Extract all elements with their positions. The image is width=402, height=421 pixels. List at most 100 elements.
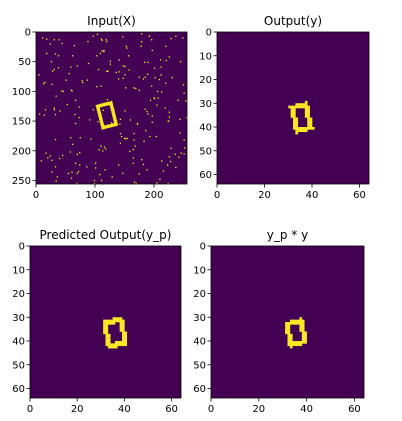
heatmap-cell: [109, 124, 111, 125]
heatmap-cell: [108, 124, 110, 126]
heatmap-cell: [103, 127, 105, 129]
heatmap-cell: [287, 333, 291, 337]
heatmap-cell: [114, 122, 116, 124]
heatmap-cell: [115, 121, 116, 122]
heatmap-cell: [97, 110, 99, 112]
heatmap-cell: [98, 105, 100, 106]
noise-pixel: [92, 109, 94, 111]
heatmap-cell: [114, 113, 116, 115]
noise-pixel: [159, 178, 161, 180]
heatmap-cell: [297, 343, 300, 347]
heatmap-cell: [111, 108, 113, 109]
heatmap-cell: [293, 124, 296, 128]
heatmap-cell: [105, 341, 109, 344]
heatmap-cell: [100, 116, 102, 118]
heatmap-cell: [100, 119, 102, 121]
heatmap-cell: [102, 105, 103, 107]
heatmap-cell: [99, 115, 101, 117]
y-tick-label: 40: [199, 123, 212, 134]
heatmap-cell: [104, 102, 106, 104]
heatmap-cell: [111, 107, 113, 109]
heatmap-cell: [112, 117, 114, 119]
heatmap-cell: [115, 124, 116, 126]
heatmap-cell: [99, 106, 101, 108]
noise-pixel: [164, 107, 166, 109]
heatmap-cell: [115, 116, 116, 118]
heatmap-cell: [98, 113, 100, 115]
heatmap-cell: [103, 127, 105, 129]
noise-pixel: [156, 104, 158, 106]
heatmap-cell: [112, 105, 113, 107]
heatmap-cell: [100, 105, 102, 107]
heatmap-cell: [113, 110, 115, 112]
heatmap-cell: [100, 103, 102, 105]
heatmap-cell: [103, 125, 105, 127]
heatmap-cell: [105, 127, 106, 129]
heatmap-cell: [102, 105, 104, 107]
heatmap-cell: [112, 109, 114, 111]
heatmap-cell: [301, 336, 305, 339]
heatmap-cell: [285, 326, 288, 330]
noise-pixel: [94, 162, 97, 164]
noise-pixel: [51, 159, 53, 161]
heatmap-cell: [108, 104, 110, 106]
heatmap-cell: [98, 109, 100, 111]
heatmap-cell: [301, 338, 305, 342]
noise-pixel: [57, 55, 60, 57]
heatmap-cell: [114, 341, 118, 344]
heatmap-cell: [97, 113, 99, 115]
heatmap-cell: [100, 116, 102, 118]
heatmap-cell: [295, 122, 299, 125]
heatmap-cell: [115, 121, 117, 123]
heatmap-cell: [114, 118, 116, 119]
heatmap-cell: [116, 122, 118, 124]
heatmap-cell: [105, 103, 107, 105]
noise-pixel: [158, 78, 160, 81]
heatmap-cell: [111, 109, 113, 111]
heatmap-cell: [105, 103, 107, 105]
heatmap-cell: [111, 112, 113, 114]
noise-pixel: [169, 160, 172, 163]
heatmap-cell: [114, 116, 116, 118]
noise-pixel: [147, 113, 149, 115]
noise-pixel: [79, 151, 81, 154]
noise-pixel: [58, 39, 60, 41]
heatmap-cell: [110, 103, 112, 105]
axes-frame: [29, 245, 182, 399]
noise-pixel: [53, 109, 55, 111]
noise-pixel: [161, 160, 163, 162]
heatmap-cell: [110, 109, 112, 111]
noise-pixel: [49, 155, 51, 157]
heatmap-cell: [111, 104, 113, 106]
noise-pixel: [144, 108, 146, 110]
heatmap-cell: [106, 102, 108, 103]
heatmap-cell: [107, 103, 109, 105]
heatmap-cell: [100, 125, 102, 127]
heatmap-cell: [101, 125, 103, 127]
y-tick-label: 0: [206, 28, 212, 39]
x-tick-label: 20: [71, 404, 84, 415]
heatmap-cell: [103, 125, 105, 127]
heatmap-cell: [102, 119, 103, 121]
heatmap-cell: [97, 105, 99, 106]
heatmap-cell: [101, 106, 103, 108]
heatmap-cell: [107, 125, 109, 127]
heatmap-cell: [115, 120, 116, 122]
x-tick-label: 0: [208, 404, 214, 415]
heatmap-cell: [111, 125, 113, 127]
heatmap-cell: [97, 105, 99, 107]
noise-pixel: [51, 171, 53, 173]
noise-pixel: [129, 119, 132, 121]
heatmap-cell: [113, 113, 115, 115]
heatmap-cell: [96, 106, 98, 108]
heatmap-cell: [116, 124, 118, 126]
noise-pixel: [165, 45, 167, 47]
heatmap-cell: [113, 123, 115, 125]
heatmap-cell: [294, 322, 298, 325]
heatmap-cell: [119, 324, 123, 328]
heatmap-cell: [114, 120, 116, 122]
heatmap-cell: [124, 341, 128, 344]
heatmap-cell: [289, 341, 293, 344]
heatmap-cell: [98, 105, 100, 107]
